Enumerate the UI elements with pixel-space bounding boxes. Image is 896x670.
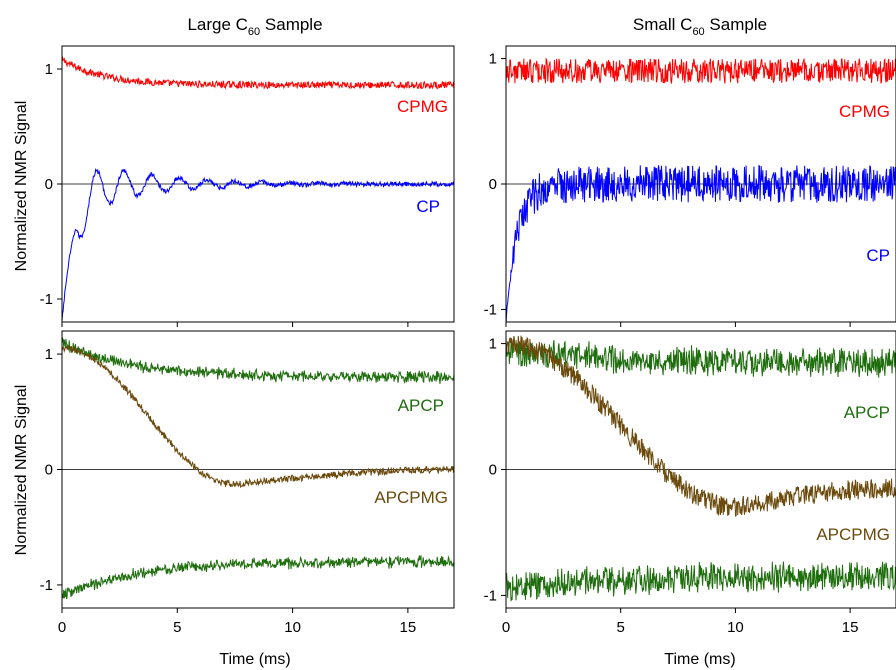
series-apcp-lower-line <box>506 561 896 602</box>
y-tick-label: -1 <box>484 301 497 318</box>
ylabel-top: Normalized NMR Signal <box>13 101 30 272</box>
panel-large-top: -1 0 1 CPMG CP <box>40 45 455 327</box>
x-tick-label: 10 <box>727 619 744 636</box>
series-label-cp: CP <box>416 197 440 216</box>
series-label-cp: CP <box>866 246 890 265</box>
series-label-apcpmg: APCPMG <box>816 525 890 544</box>
series-apcp-line <box>506 338 896 378</box>
series-apcpmg-line <box>506 335 896 517</box>
series-cp-line <box>62 167 454 322</box>
series-apcp-line <box>62 336 454 385</box>
x-tick-label: 0 <box>58 619 66 636</box>
x-tick-label: 5 <box>173 619 181 636</box>
xlabel-right: Time (ms) <box>664 651 735 668</box>
x-tick-label: 0 <box>502 619 510 636</box>
y-tick-label: -1 <box>484 587 497 604</box>
y-tick-label: 1 <box>489 51 497 68</box>
y-tick-label: 1 <box>45 346 53 363</box>
series-cp-line <box>506 164 896 322</box>
x-tick-label: 10 <box>284 619 301 636</box>
series-label-cpmg: CPMG <box>839 102 890 121</box>
title-small-sample: Small C60 Sample <box>633 15 767 38</box>
panel-small-top: -1 0 1 CPMG CP <box>484 45 896 327</box>
series-label-apcp: APCP <box>398 396 444 415</box>
y-tick-label: 1 <box>489 336 497 353</box>
x-tick-label: 5 <box>617 619 625 636</box>
y-tick-label: 0 <box>489 462 497 479</box>
series-label-apcp: APCP <box>844 403 890 422</box>
y-tick-label: 0 <box>489 176 497 193</box>
y-tick-label: 0 <box>45 176 53 193</box>
y-tick-label: -1 <box>40 291 53 308</box>
series-label-apcpmg: APCPMG <box>374 488 448 507</box>
xlabel-left: Time (ms) <box>219 651 290 668</box>
x-tick-label: 15 <box>400 619 417 636</box>
series-label-cpmg: CPMG <box>397 97 448 116</box>
y-tick-label: -1 <box>40 577 53 594</box>
y-tick-label: 0 <box>45 462 53 479</box>
series-apcp-lower-line <box>62 554 454 600</box>
series-cpmg-line <box>506 57 896 85</box>
title-large-sample: Large C60 Sample <box>187 15 322 38</box>
series-apcpmg-line <box>62 344 454 489</box>
y-tick-label: 1 <box>45 61 53 78</box>
series-cpmg-line <box>62 56 454 90</box>
x-tick-label: 15 <box>842 619 859 636</box>
ylabel-bottom: Normalized NMR Signal <box>13 385 30 556</box>
